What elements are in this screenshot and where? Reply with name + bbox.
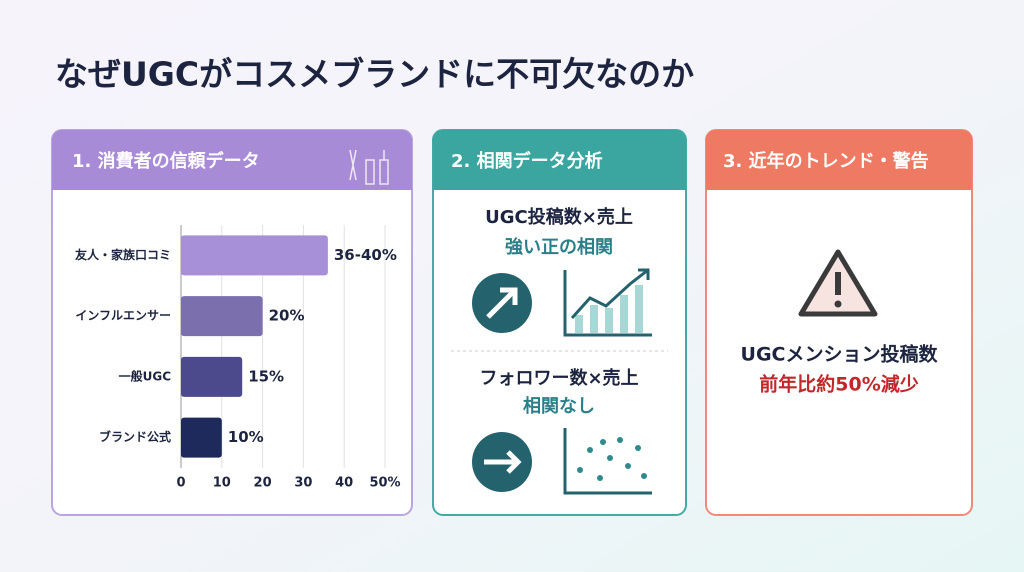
page-title: なぜUGCがコスメブランドに不可欠なのか [55, 55, 694, 94]
y-tick-label: 一般UGC [119, 368, 172, 383]
arrow [486, 287, 518, 319]
trend-title: UGCメンション投稿数 [741, 343, 939, 366]
value-label: 36-40% [334, 246, 397, 264]
y-tick-label: ブランド公式 [99, 429, 171, 444]
x-tick-label: 20 [254, 476, 272, 491]
line-chart-icon [563, 268, 652, 337]
cosmetic-icon [349, 149, 389, 185]
card-heading: 1. 消費者の信頼データ [72, 150, 260, 172]
trend-result: 前年比約50%減少 [759, 373, 918, 396]
bar [181, 417, 222, 458]
x-tick-label: 0 [176, 476, 185, 491]
y-tick-label: インフルエンサー [75, 309, 171, 323]
bar [181, 296, 263, 337]
card-heading: 3. 近年のトレンド・警告 [723, 150, 929, 172]
x-tick-label: 30 [294, 476, 312, 491]
value-label: 20% [269, 307, 305, 325]
value-label: 15% [248, 367, 284, 385]
card-header [706, 130, 972, 190]
x-tick-label: 40 [335, 476, 353, 491]
item-result: 強い正の相関 [505, 236, 613, 258]
card-trend: 3. 近年のトレンド・警告 UGCメンション投稿数 前年比約50%減少 [705, 129, 973, 516]
value-label: 10% [228, 428, 264, 446]
arrow [484, 450, 522, 474]
item-result: 相関なし [523, 396, 595, 417]
x-tick-label: 50% [369, 476, 400, 491]
item-title: フォロワー数×売上 [479, 367, 638, 389]
chart: 0 10 20 30 40 50% 友人・家族口コミ 36-40% インフルエンサー 20% 一般U… [74, 225, 401, 491]
x-tick-label: 10 [213, 476, 231, 491]
bar [181, 356, 243, 397]
scatter-icon [563, 428, 652, 495]
warning-dot [834, 300, 842, 308]
card-header [433, 130, 686, 190]
y-tick-label: 友人・家族口コミ [74, 247, 171, 262]
card-correlation: 2. 相関データ分析 UGC投稿数×売上 強い正の相関 フォロワー数×売上 相関… [432, 129, 687, 516]
item-title: UGC投稿数×売上 [485, 206, 633, 228]
bar [181, 235, 328, 276]
card-header [52, 130, 412, 190]
card-heading: 2. 相関データ分析 [451, 150, 603, 172]
